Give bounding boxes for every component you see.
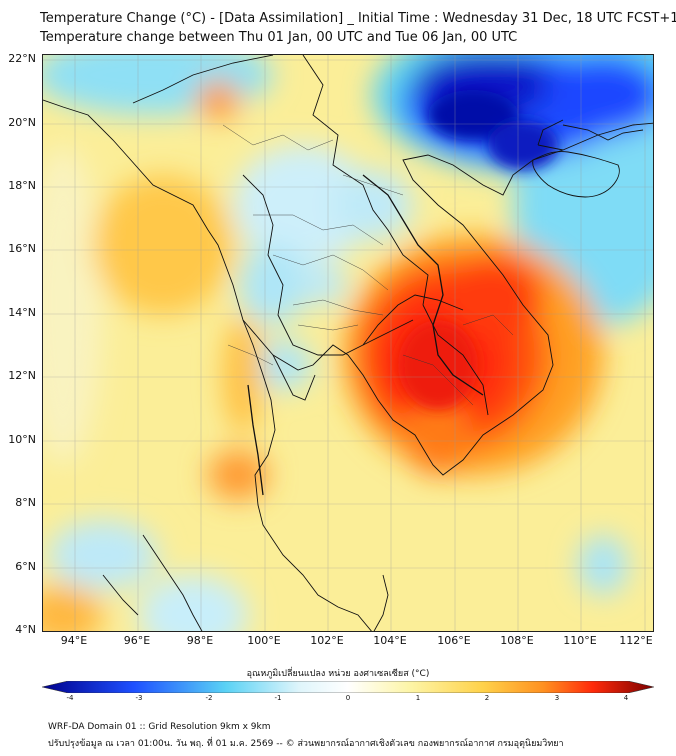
lat-label: 4°N <box>15 623 36 636</box>
colorbar-tick: 0 <box>345 694 351 702</box>
temperature-change-map <box>42 54 654 632</box>
colorbar-tick: -2 <box>205 694 213 702</box>
graticule <box>43 55 653 631</box>
lat-label: 18°N <box>8 179 36 192</box>
colorbar-tick: 2 <box>484 694 490 702</box>
colorbar-tick: 4 <box>623 694 629 702</box>
lat-label: 6°N <box>15 560 36 573</box>
lat-label: 8°N <box>15 496 36 509</box>
colorbar-tick: 3 <box>554 694 560 702</box>
colorbar-tick: -3 <box>135 694 143 702</box>
lon-label: 102°E <box>310 634 344 647</box>
footer-credit: ปรับปรุงข้อมูล ณ เวลา 01:00น. วัน พฤ. ที… <box>48 739 564 749</box>
colorbar <box>42 681 654 693</box>
lon-label: 100°E <box>247 634 281 647</box>
colorbar-tick: -4 <box>66 694 74 702</box>
lat-label: 16°N <box>8 242 36 255</box>
colorbar-tick: -1 <box>274 694 282 702</box>
map-title: Temperature Change (°C) - [Data Assimila… <box>40 11 676 26</box>
footer-model-info: WRF-DA Domain 01 :: Grid Resolution 9km … <box>48 722 271 732</box>
lat-label: 22°N <box>8 52 36 65</box>
lon-label: 94°E <box>60 634 88 647</box>
lon-label: 108°E <box>500 634 534 647</box>
lon-label: 112°E <box>619 634 653 647</box>
coastlines-borders <box>43 55 653 631</box>
lon-label: 98°E <box>186 634 214 647</box>
lon-label: 110°E <box>563 634 597 647</box>
lon-label: 96°E <box>123 634 151 647</box>
lat-label: 10°N <box>8 433 36 446</box>
lat-label: 20°N <box>8 116 36 129</box>
lat-label: 12°N <box>8 369 36 382</box>
map-subtitle: Temperature change between Thu 01 Jan, 0… <box>40 30 518 45</box>
lat-label: 14°N <box>8 306 36 319</box>
colorbar-title: อุณหภูมิเปลี่ยนแปลง หน่วย องศาเซลเซียส (… <box>246 669 430 679</box>
lon-label: 104°E <box>373 634 407 647</box>
lon-label: 106°E <box>437 634 471 647</box>
colorbar-tick: 1 <box>415 694 421 702</box>
